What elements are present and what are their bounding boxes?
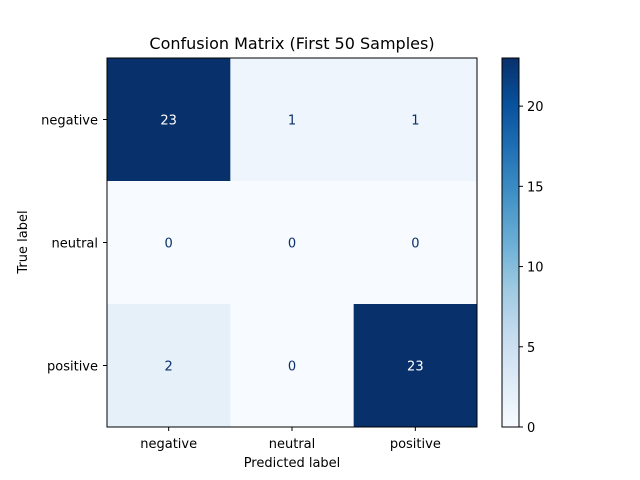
colorbar-tick-label: 10 <box>527 261 544 276</box>
heatmap-cell <box>353 181 478 305</box>
heatmap-cell-label: 0 <box>165 237 173 252</box>
x-tick-label: negative <box>140 437 197 452</box>
colorbar-tick-label: 5 <box>527 341 535 356</box>
heatmap-cell <box>230 181 355 305</box>
heatmap-cell-label: 1 <box>411 114 419 129</box>
x-tick-label: positive <box>390 437 441 452</box>
colorbar-ticks: 0 5 10 15 20 <box>519 100 544 436</box>
heatmap-cell <box>353 58 478 182</box>
colorbar <box>501 57 520 428</box>
heatmap-cell-label: 0 <box>411 237 419 252</box>
colorbar-tick-label: 0 <box>527 421 535 436</box>
heatmap-cell <box>107 181 231 305</box>
colorbar-tick-label: 15 <box>527 180 544 195</box>
heatmap-cell <box>230 304 355 428</box>
y-axis-label: True label <box>16 210 31 274</box>
y-axis-ticks: negative neutral positive <box>41 114 107 375</box>
chart-title: Confusion Matrix (First 50 Samples) <box>149 34 434 53</box>
y-tick-label: positive <box>47 360 98 375</box>
heatmap-cell-label: 0 <box>288 360 296 375</box>
heatmap-cell-label: 23 <box>160 114 177 129</box>
heatmap-cell <box>107 304 231 428</box>
colorbar-tick-label: 20 <box>527 100 544 115</box>
y-tick-label: neutral <box>52 237 99 252</box>
x-tick-label: neutral <box>269 437 316 452</box>
heatmap-cell-label: 0 <box>288 237 296 252</box>
heatmap-cell <box>107 58 231 182</box>
heatmap-cells <box>107 58 478 428</box>
x-axis-label: Predicted label <box>244 456 341 471</box>
heatmap-cell-label: 23 <box>407 360 424 375</box>
heatmap-cell-label: 2 <box>165 360 173 375</box>
x-axis-ticks: negative neutral positive <box>140 427 441 452</box>
heatmap-cell-label: 1 <box>288 114 296 129</box>
heatmap-cell <box>353 304 478 428</box>
y-tick-label: negative <box>41 114 98 129</box>
heatmap-cell-labels: 23 1 1 0 0 0 2 0 23 <box>160 114 423 375</box>
heatmap-cell <box>230 58 355 182</box>
